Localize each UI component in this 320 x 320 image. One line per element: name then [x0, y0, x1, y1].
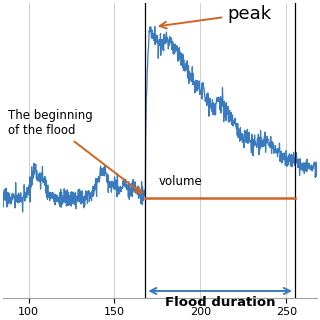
Text: volume: volume	[159, 175, 203, 188]
Text: peak: peak	[160, 5, 271, 28]
Text: Flood duration: Flood duration	[165, 296, 276, 309]
Text: The beginning
of the flood: The beginning of the flood	[8, 109, 141, 193]
